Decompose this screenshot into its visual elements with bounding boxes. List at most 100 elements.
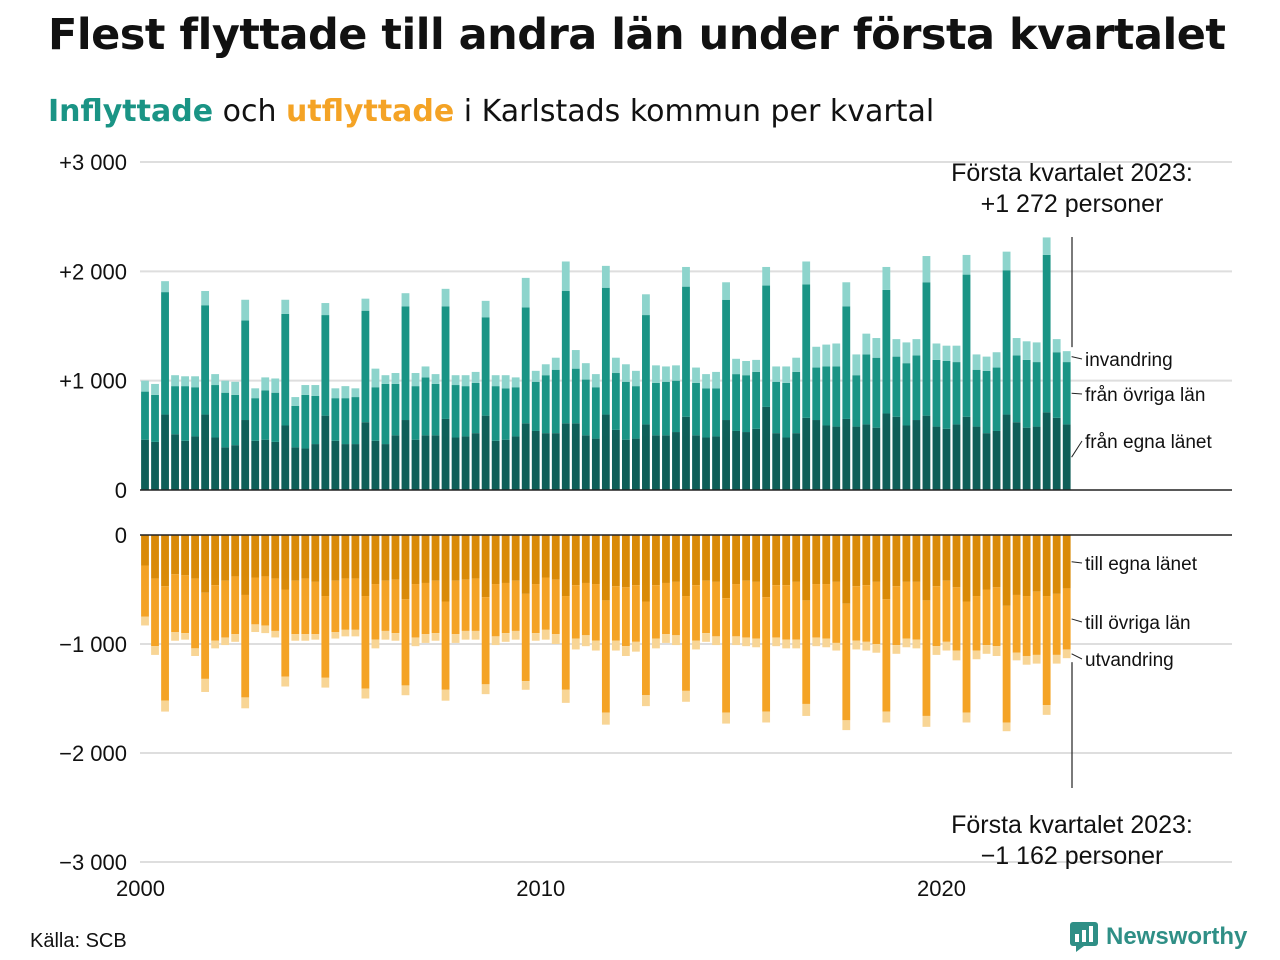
bar-out-segment: [331, 580, 340, 633]
bar-out-segment: [1052, 654, 1061, 664]
bar-out-segment: [982, 645, 991, 654]
bar-in-segment: [732, 430, 740, 490]
bar-in-segment: [461, 436, 470, 490]
bar-out-segment: [942, 535, 951, 581]
bar-in-segment: [451, 437, 460, 490]
bar-in-segment: [682, 266, 690, 287]
bar-out-segment: [802, 600, 811, 704]
bar-in-segment: [281, 425, 290, 490]
bar-in-segment: [621, 381, 630, 440]
bar-out-segment: [461, 535, 470, 580]
bar-out-segment: [611, 535, 620, 587]
series-connector: [1071, 392, 1083, 395]
bar-in-segment: [201, 291, 210, 306]
bar-in-segment: [571, 350, 580, 369]
series-labels: från egna länet från övriga län invandring…: [1071, 350, 1212, 671]
bar-out-segment: [571, 638, 580, 650]
bar-in-segment: [1062, 424, 1071, 490]
bar-out-segment: [471, 535, 480, 579]
bar-in-segment: [892, 356, 901, 417]
bar-out-segment: [141, 616, 149, 626]
bar-in-segment: [301, 394, 310, 449]
bar-out-segment: [692, 640, 700, 650]
bar-in-segment: [912, 355, 921, 421]
bar-in-segment: [1022, 359, 1031, 428]
bar-out-segment: [812, 584, 821, 638]
bar-out-segment: [151, 646, 159, 655]
bar-in-segment: [341, 444, 350, 490]
bar-in-segment: [862, 354, 871, 425]
bar-in-segment: [421, 366, 430, 378]
bar-out-segment: [972, 596, 981, 651]
page-title: Flest flyttade till andra län under förs…: [48, 10, 1226, 60]
y-tick-label-top: +3 000: [59, 150, 127, 175]
bar-out-segment: [171, 535, 179, 575]
bar-out-segment: [662, 582, 670, 635]
bar-in-segment: [471, 371, 480, 383]
bar-out-segment: [772, 585, 781, 638]
bar-out-segment: [1042, 535, 1051, 597]
bar-out-segment: [1042, 596, 1051, 706]
bar-out-segment: [702, 535, 710, 581]
bar-in-segment: [1022, 427, 1031, 490]
bar-in-segment: [421, 435, 430, 490]
bar-in-segment: [772, 366, 781, 382]
bar-out-segment: [381, 580, 390, 631]
bar-out-segment: [441, 689, 450, 701]
bar-out-segment: [1032, 654, 1041, 664]
bar-out-segment: [832, 642, 841, 651]
bar-out-segment: [621, 587, 630, 647]
bar-out-segment: [351, 535, 360, 579]
bar-in-segment: [511, 387, 520, 437]
bar-in-segment: [321, 315, 330, 416]
y-tick-label-top: +2 000: [59, 259, 127, 284]
bar-in-segment: [391, 373, 400, 384]
bar-out-segment: [591, 640, 600, 651]
bar-out-segment: [1052, 593, 1061, 655]
bar-in-segment: [151, 441, 159, 490]
bar-out-segment: [371, 639, 380, 649]
bar-out-segment: [181, 535, 189, 576]
bar-out-segment: [982, 535, 991, 590]
bar-out-segment: [621, 646, 630, 656]
x-tick-label: 2020: [917, 876, 966, 901]
bar-in-segment: [812, 367, 821, 421]
bar-out-segment: [191, 535, 199, 579]
bar-in-segment: [922, 282, 931, 416]
bar-out-segment: [401, 535, 410, 600]
bar-out-segment: [451, 580, 460, 635]
bar-out-segment: [271, 578, 280, 631]
bar-out-segment: [211, 585, 220, 641]
bar-out-segment: [842, 720, 851, 731]
bar-in-segment: [842, 306, 851, 419]
bar-out-segment: [161, 535, 169, 587]
bar-in-segment: [852, 354, 861, 376]
bar-out-segment: [251, 577, 260, 625]
bar-out-segment: [972, 535, 981, 597]
bar-out-segment: [892, 535, 901, 587]
bar-in-segment: [411, 439, 420, 490]
bar-in-segment: [922, 256, 931, 283]
bar-in-segment: [792, 433, 801, 490]
bar-in-segment: [621, 439, 630, 490]
bar-in-segment: [692, 367, 700, 383]
bar-out-segment: [171, 632, 179, 641]
bar-out-segment: [682, 596, 690, 691]
bar-out-segment: [792, 639, 801, 649]
bar-in-segment: [521, 277, 530, 308]
bar-in-segment: [391, 383, 400, 436]
bar-in-segment: [201, 414, 210, 490]
bar-in-segment: [962, 274, 971, 417]
bar-out-segment: [321, 535, 330, 597]
bar-in-segment: [892, 339, 901, 357]
bar-in-segment: [351, 397, 360, 445]
bar-in-segment: [431, 374, 440, 384]
bar-out-segment: [231, 535, 240, 577]
bar-out-segment: [241, 697, 250, 709]
bar-in-segment: [1022, 341, 1031, 360]
bar-out-segment: [952, 587, 961, 651]
bar-in-segment: [601, 265, 610, 288]
bar-in-segment: [451, 375, 460, 386]
bar-in-segment: [982, 356, 991, 371]
